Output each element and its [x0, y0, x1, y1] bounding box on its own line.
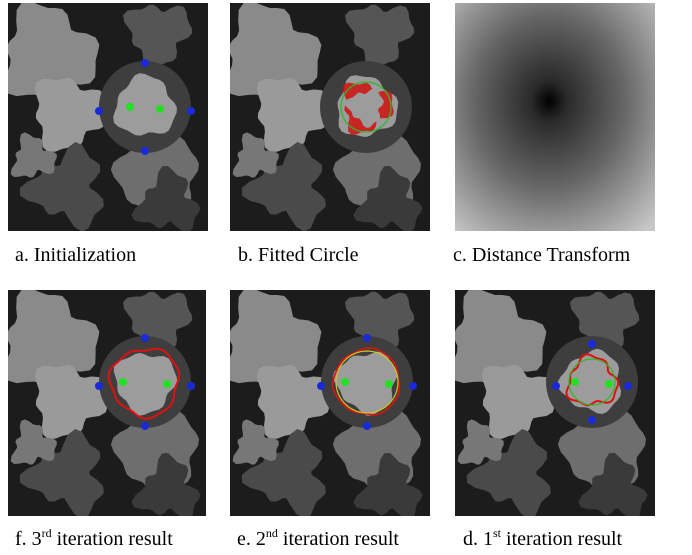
marker-dot — [163, 380, 171, 388]
caption: a. Initialization — [15, 244, 136, 267]
marker-dot — [341, 378, 349, 386]
marker-dot — [187, 107, 195, 115]
caption: e. 2nd iteration result — [237, 528, 399, 551]
caption: f. 3rd iteration result — [15, 528, 173, 551]
marker-dot — [95, 382, 103, 390]
caption-text: iteration result — [52, 528, 173, 550]
marker-dot — [588, 416, 596, 424]
caption-sup: nd — [266, 526, 278, 540]
mri-image — [8, 3, 208, 231]
caption-text: iteration result — [278, 528, 399, 550]
marker-dot — [141, 422, 149, 430]
marker-dot — [141, 334, 149, 342]
panel-initialization — [8, 3, 208, 231]
panel-iter2 — [230, 290, 430, 516]
caption-sup: st — [493, 526, 501, 540]
marker-dot — [95, 107, 103, 115]
marker-dot — [605, 380, 613, 388]
panel-distance-transform — [455, 3, 655, 231]
caption-text: e. 2 — [237, 528, 266, 550]
distance-image — [455, 3, 655, 231]
panel-iter1 — [455, 290, 655, 516]
panel-iter3 — [8, 290, 206, 516]
mri-image — [230, 290, 430, 516]
marker-dot — [156, 105, 164, 113]
marker-dot — [119, 378, 127, 386]
distance-map — [455, 3, 655, 231]
marker-dot — [141, 147, 149, 155]
caption: b. Fitted Circle — [238, 244, 359, 267]
mri-image — [230, 3, 430, 231]
marker-dot — [552, 382, 560, 390]
figure: a. Initialization b. Fitted Circle c. Di… — [0, 0, 692, 555]
caption-sup: rd — [42, 526, 52, 540]
caption-text: f. 3 — [15, 528, 42, 550]
caption-text: iteration result — [501, 528, 622, 550]
mri-image — [8, 290, 206, 516]
mri-image — [455, 290, 655, 516]
marker-dot — [624, 382, 632, 390]
caption-text: d. 1 — [463, 528, 493, 550]
marker-dot — [571, 378, 579, 386]
caption: c. Distance Transform — [453, 244, 630, 267]
caption: d. 1st iteration result — [463, 528, 622, 551]
marker-dot — [187, 382, 195, 390]
marker-dot — [317, 382, 325, 390]
panel-fitted-circle — [230, 3, 430, 231]
marker-dot — [385, 380, 393, 388]
marker-dot — [126, 103, 134, 111]
marker-dot — [409, 382, 417, 390]
marker-dot — [588, 340, 596, 348]
marker-dot — [363, 334, 371, 342]
marker-dot — [141, 59, 149, 67]
marker-dot — [363, 422, 371, 430]
